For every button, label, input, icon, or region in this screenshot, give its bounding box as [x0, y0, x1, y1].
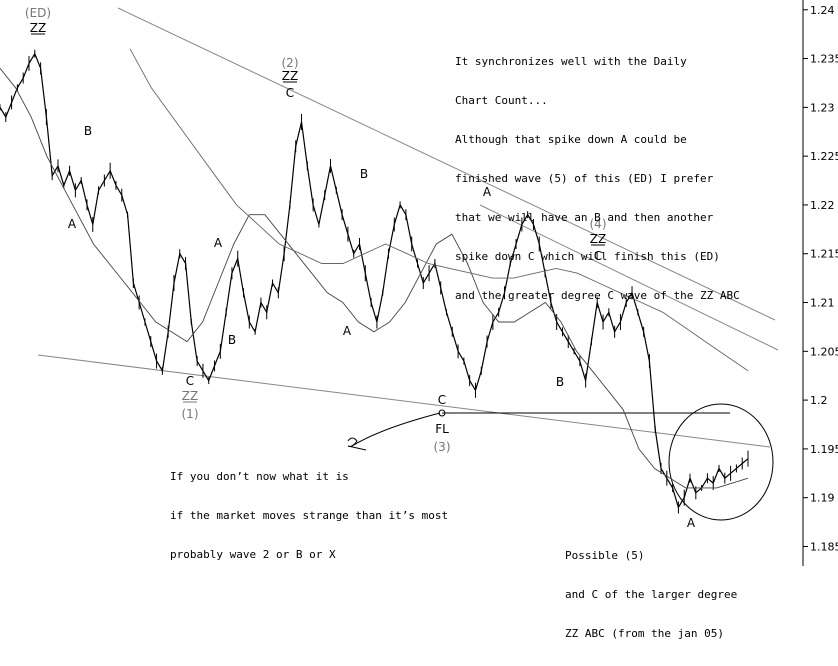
upper-trendline-2 [479, 204, 779, 351]
y-tick-label: 1.21 [810, 297, 835, 310]
top-note-line: It synchronizes well with the Daily [455, 55, 687, 68]
y-tick-label: 1.22 [810, 199, 835, 212]
wave-label: B [84, 124, 92, 138]
series-layer [0, 48, 749, 514]
upper-trendline [117, 7, 776, 321]
wave-label: (3) [434, 440, 451, 454]
price-chart: 1.24 1.235 1.23 1.225 1.22 1.215 1.21 1.205 1.2 1… [0, 0, 838, 566]
y-tick-label: 1.195 [810, 443, 838, 456]
price-line [0, 52, 749, 509]
wave-label: A [214, 236, 223, 250]
y-tick-label: 1.205 [810, 345, 838, 358]
y-tick-label: 1.24 [810, 4, 835, 17]
moving-average-long-line [129, 48, 749, 372]
y-tick-label: 1.235 [810, 53, 838, 66]
wave-label: A [687, 516, 696, 530]
corner-note-line: ZZ ABC (from the jan 05) [565, 627, 724, 640]
y-tick-label: 1.215 [810, 248, 838, 261]
top-note-line: Although that spike down A could be [455, 133, 687, 146]
top-note-line: finished wave (5) of this (ED) I prefer [455, 172, 714, 185]
bottom-note-line: probably wave 2 or B or X [170, 548, 336, 561]
wave-label: (ED) [25, 6, 51, 20]
wave-label: C [186, 374, 194, 388]
y-tick-label: 1.23 [810, 101, 835, 114]
wave-label: (4) [590, 217, 607, 231]
bottom-note: If you don’t now what it is if the marke… [170, 444, 448, 587]
y-axis: 1.24 1.235 1.23 1.225 1.22 1.215 1.21 1.205 1.2 1… [802, 0, 838, 566]
top-note-line: and the greater degree C wave of the ZZ … [455, 289, 740, 302]
y-tick-label: 1.185 [810, 540, 838, 553]
top-note-line: that we will have an B and then another [455, 211, 714, 224]
wave-label: A [483, 185, 492, 199]
wave-label: B [228, 333, 236, 347]
wave-label: B [556, 375, 564, 389]
bottom-note-line: if the market moves strange than it’s mo… [170, 509, 449, 522]
y-tick-label: 1.19 [810, 492, 835, 505]
wave-label: (2) [282, 56, 299, 70]
top-note: It synchronizes well with the Daily Char… [455, 29, 740, 328]
wave-label: A [343, 324, 352, 338]
y-tick-label: 1.225 [810, 150, 838, 163]
wave-label: C [286, 86, 294, 100]
wave-label: A [68, 217, 77, 231]
bottom-note-line: If you don’t now what it is [170, 470, 349, 483]
curved-pointer [351, 412, 441, 447]
wave-label: FL [435, 422, 449, 436]
moving-average-short-line [0, 68, 749, 489]
curved-pointer-head [347, 437, 367, 451]
lower-trendline [37, 354, 771, 448]
top-note-line: Chart Count... [455, 94, 548, 107]
wave-label: ZZ [282, 69, 298, 83]
trend-lines [37, 7, 779, 521]
wave-label: ZZ [182, 389, 198, 403]
wave-label: B [360, 167, 368, 181]
corner-note-line: Possible (5) [565, 549, 645, 562]
highlight-circle [668, 403, 774, 521]
corner-note-line: and C of the larger degree [565, 588, 738, 601]
wave-label: C [594, 249, 602, 263]
wave-label: C [438, 393, 446, 407]
chart-area: 1.24 1.235 1.23 1.225 1.22 1.215 1.21 1.205 1.2 1… [0, 0, 838, 640]
wave-label: (1) [182, 407, 199, 421]
top-note-line: spike down C which will finish this (ED) [455, 250, 720, 263]
y-tick-label: 1.2 [810, 394, 828, 407]
wave-label: ZZ [590, 232, 606, 246]
fl-marker [438, 409, 446, 417]
wave-label: ZZ [30, 21, 46, 35]
corner-note: Possible (5) and C of the larger degree … [565, 523, 737, 666]
